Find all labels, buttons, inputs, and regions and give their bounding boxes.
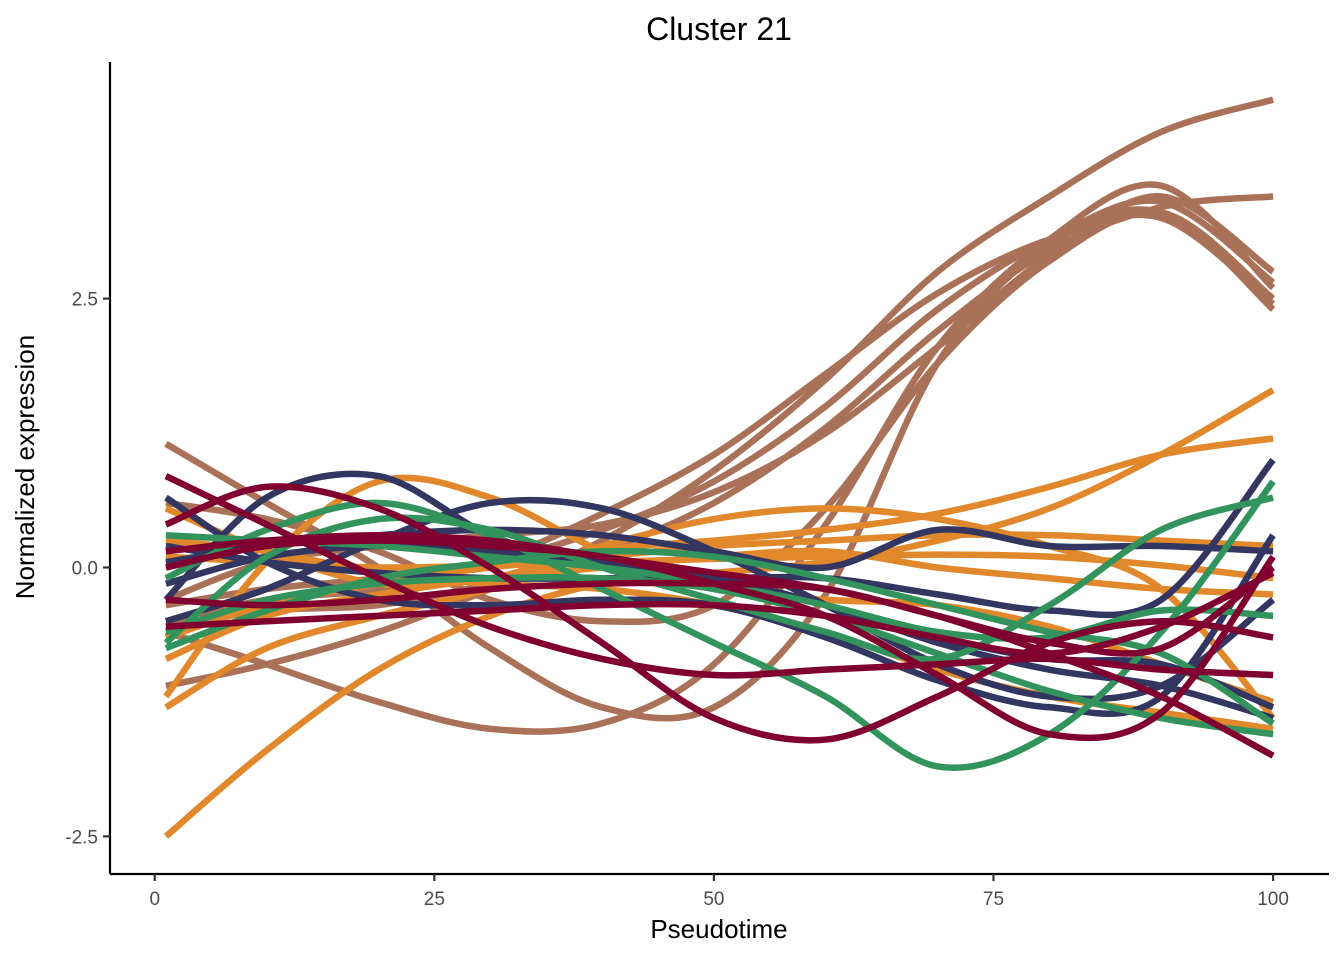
series-line-green-26	[163, 494, 1274, 663]
x-tick-label: 25	[424, 889, 445, 910]
chart-title: Cluster 21	[646, 11, 792, 47]
series-line-crimson-29	[164, 483, 1274, 744]
y-tick-label: 0.0	[72, 558, 98, 579]
series-line-brown-7	[164, 181, 1276, 735]
series-line-crimson-30	[165, 537, 1276, 742]
x-tick-label: 50	[703, 889, 724, 910]
y-tick-label: -2.5	[65, 827, 98, 848]
series-line-crimson-32	[165, 531, 1275, 759]
axes: 0 25 50 75 100 -2.5 0.0 2.5	[65, 62, 1329, 910]
x-axis-title: Pseudotime	[650, 914, 787, 944]
x-tick-label: 75	[983, 889, 1004, 910]
series-line-brown-1	[165, 96, 1274, 689]
y-tick-label: 2.5	[72, 290, 98, 311]
y-axis-title: Normalized expression	[10, 335, 40, 599]
series-lines	[163, 96, 1276, 839]
series-line-green-25	[164, 573, 1274, 738]
series-line-crimson-28	[164, 473, 1274, 679]
series-line-brown-6	[164, 206, 1276, 722]
series-line-orange-10	[164, 435, 1274, 711]
x-tick-label: 0	[149, 889, 160, 910]
series-line-crimson-33	[165, 564, 1276, 657]
x-tick-label: 100	[1257, 889, 1289, 910]
